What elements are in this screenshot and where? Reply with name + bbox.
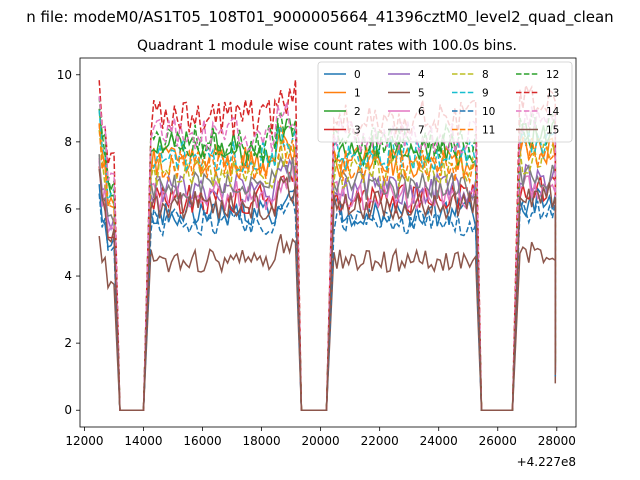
series-line-10 bbox=[98, 193, 557, 411]
legend-label-5: 5 bbox=[418, 88, 425, 100]
legend-label-3: 3 bbox=[354, 125, 361, 137]
legend-label-15: 15 bbox=[546, 125, 559, 137]
x-offset-label: +4.227e8 bbox=[517, 455, 576, 469]
y-tick-label: 0 bbox=[64, 403, 72, 417]
series-line-11 bbox=[98, 123, 557, 411]
x-axis: 12000 14000 16000 18000 20000 22000 24000 26000… bbox=[65, 427, 576, 448]
x-tick-label: 20000 bbox=[302, 434, 340, 448]
y-tick-label: 4 bbox=[64, 269, 72, 283]
legend-label-11: 11 bbox=[482, 125, 495, 137]
chart-title: Quadrant 1 module wise count rates with … bbox=[137, 38, 517, 54]
x-tick-label: 26000 bbox=[479, 434, 517, 448]
series-line-15 bbox=[98, 168, 557, 411]
x-tick-label: 14000 bbox=[124, 434, 162, 448]
legend-box bbox=[317, 61, 573, 143]
y-axis: 0 2 4 6 8 10 bbox=[57, 68, 80, 417]
y-tick-label: 2 bbox=[64, 336, 72, 350]
y-tick-label: 10 bbox=[57, 68, 72, 82]
x-tick-label: 12000 bbox=[65, 434, 103, 448]
legend-label-13: 13 bbox=[546, 88, 559, 100]
x-tick-label: 22000 bbox=[361, 434, 399, 448]
plot-frame bbox=[79, 57, 577, 428]
legend-label-1: 1 bbox=[354, 88, 361, 100]
figure-suptitle: n file: modeM0/AS1T05_108T01_9000005664_… bbox=[26, 8, 613, 27]
legend-label-0: 0 bbox=[354, 69, 361, 81]
series-line-8 bbox=[98, 129, 557, 411]
legend-label-6: 6 bbox=[418, 106, 425, 118]
legend-label-2: 2 bbox=[354, 106, 361, 118]
x-tick-label: 28000 bbox=[538, 434, 576, 448]
legend-label-10: 10 bbox=[482, 106, 495, 118]
legend-label-8: 8 bbox=[482, 69, 489, 81]
y-tick-label: 8 bbox=[64, 135, 72, 149]
legend-label-7: 7 bbox=[418, 125, 425, 137]
x-tick-label: 16000 bbox=[183, 434, 221, 448]
legend-label-9: 9 bbox=[482, 88, 489, 100]
legend-label-12: 12 bbox=[546, 69, 559, 81]
series-line-14 bbox=[98, 96, 557, 411]
x-tick-label: 24000 bbox=[420, 434, 458, 448]
legend-label-4: 4 bbox=[418, 69, 425, 81]
y-tick-label: 6 bbox=[64, 202, 72, 216]
series-line-2 bbox=[98, 108, 557, 411]
legend-label-14: 14 bbox=[546, 106, 560, 118]
x-tick-label: 18000 bbox=[242, 434, 280, 448]
series-line-5 bbox=[98, 234, 557, 411]
